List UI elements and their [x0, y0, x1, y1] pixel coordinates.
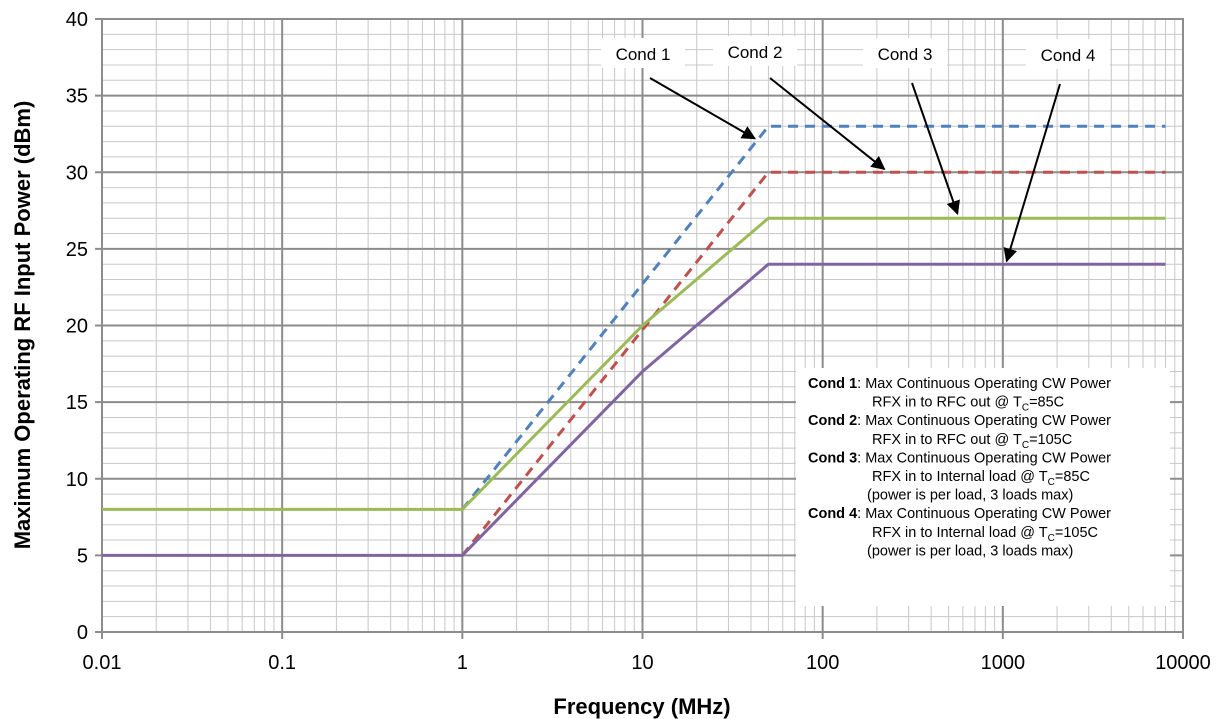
note-line: RFX in to Internal load @ TC=105C [872, 525, 1098, 544]
note-desc: : Max Continuous Operating CW Power [857, 450, 1111, 466]
callout-label-bg [1026, 39, 1110, 69]
x-axis-title: Frequency (MHz) [553, 694, 730, 719]
note-cond-label: Cond 2 [808, 413, 857, 429]
series-line-cond-4 [102, 262, 1166, 557]
note-cond-label: Cond 3 [808, 450, 857, 466]
y-tick-label: 35 [66, 86, 88, 108]
note-cond-label: Cond 4 [808, 506, 857, 522]
x-tick-label: 0.01 [83, 652, 122, 674]
callout-label-bg [713, 36, 797, 66]
note-desc: : Max Continuous Operating CW Power [857, 506, 1111, 522]
y-tick-label: 0 [77, 622, 88, 644]
tick-labels: 0.01 0.1 1 10 100 1000 10000 0 5 10 15 20 25 30 35 40 [66, 9, 1211, 674]
note-subscript: C [1048, 477, 1055, 488]
note-line: Cond 1: Max Continuous Operating CW Powe… [808, 376, 1111, 392]
callout-arrow [1003, 83, 1061, 263]
note-desc: =105C [1029, 432, 1072, 448]
y-tick-label: 20 [66, 316, 88, 338]
note-line: Cond 4: Max Continuous Operating CW Powe… [808, 506, 1111, 522]
note-subscript: C [1022, 440, 1029, 451]
x-tick-label: 10000 [1155, 652, 1211, 674]
y-tick-label: 10 [66, 469, 88, 491]
callout-label: Cond 1 [616, 45, 671, 64]
note-desc: =85C [1029, 395, 1064, 411]
note-line: Cond 3: Max Continuous Operating CW Powe… [808, 450, 1111, 466]
note-line: RFX in to RFC out @ TC=85C [872, 395, 1064, 414]
callout-label: Cond 4 [1041, 46, 1096, 65]
x-tick-label: 100 [806, 652, 839, 674]
x-tick-label: 10 [631, 652, 653, 674]
note-desc: : Max Continuous Operating CW Power [857, 376, 1111, 392]
note-desc: RFX in to Internal load @ T [872, 525, 1048, 541]
note-desc: =85C [1055, 469, 1090, 485]
condition-notes-box: Cond 1: Max Continuous Operating CW Powe… [796, 368, 1170, 606]
y-tick-label: 5 [77, 545, 88, 567]
y-tick-label: 15 [66, 392, 88, 414]
note-desc: =105C [1055, 525, 1098, 541]
callout-label-bg [863, 38, 947, 68]
callout-label: Cond 3 [878, 45, 933, 64]
note-desc: RFX in to RFC out @ T [872, 395, 1022, 411]
callout-label-bg [601, 38, 685, 68]
note-desc: : Max Continuous Operating CW Power [857, 413, 1111, 429]
note-subscript: C [1022, 403, 1029, 414]
note-line: (power is per load, 3 loads max) [867, 543, 1073, 559]
callouts: Cond 1 Cond 2 Cond 3 Cond 4 [601, 36, 1110, 263]
callout-label: Cond 2 [728, 43, 783, 62]
x-tick-label: 0.1 [268, 652, 296, 674]
series-line-cond-3 [102, 216, 1166, 511]
callout-arrow [769, 77, 886, 171]
callout-arrow [911, 82, 960, 215]
notes-box-bg [796, 368, 1170, 606]
y-axis-title: Maximum Operating RF Input Power (dBm) [10, 101, 35, 550]
note-line: RFX in to RFC out @ TC=105C [872, 432, 1072, 451]
x-tick-label: 1000 [981, 652, 1026, 674]
plot-area-border [101, 18, 1184, 633]
note-line: RFX in to Internal load @ TC=85C [872, 469, 1090, 488]
note-line: (power is per load, 3 loads max) [867, 488, 1073, 504]
note-cond-label: Cond 1 [808, 376, 857, 392]
note-line: Cond 2: Max Continuous Operating CW Powe… [808, 413, 1111, 429]
y-tick-label: 40 [66, 9, 88, 31]
note-subscript: C [1048, 533, 1055, 544]
callout-arrow [649, 77, 757, 140]
y-tick-label: 25 [66, 239, 88, 261]
note-desc: RFX in to Internal load @ T [872, 469, 1048, 485]
y-tick-label: 30 [66, 162, 88, 184]
x-tick-label: 1 [457, 652, 468, 674]
note-desc: RFX in to RFC out @ T [872, 432, 1022, 448]
series-line-cond-1 [461, 124, 1166, 511]
